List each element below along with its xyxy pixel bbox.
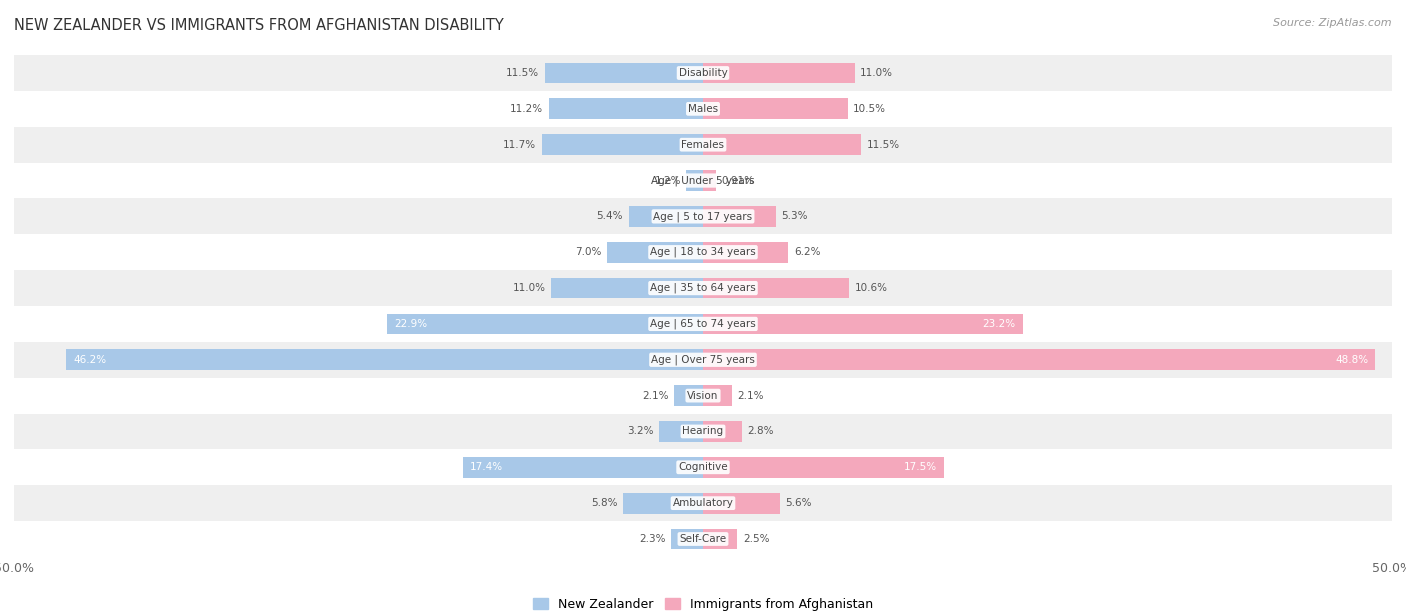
Bar: [14, 163, 1392, 198]
Text: 2.8%: 2.8%: [747, 427, 773, 436]
Text: 2.1%: 2.1%: [738, 390, 763, 401]
Bar: [703, 170, 716, 191]
Text: 23.2%: 23.2%: [983, 319, 1015, 329]
Bar: [703, 278, 849, 299]
Text: 0.91%: 0.91%: [721, 176, 754, 185]
Text: Age | 18 to 34 years: Age | 18 to 34 years: [650, 247, 756, 258]
Bar: [673, 385, 703, 406]
Text: 46.2%: 46.2%: [73, 355, 107, 365]
Bar: [703, 385, 733, 406]
Text: 48.8%: 48.8%: [1336, 355, 1368, 365]
Text: Males: Males: [688, 104, 718, 114]
Bar: [703, 421, 741, 442]
Bar: [606, 242, 703, 263]
Bar: [463, 457, 703, 478]
Text: 3.2%: 3.2%: [627, 427, 654, 436]
Bar: [623, 493, 703, 513]
Text: 6.2%: 6.2%: [794, 247, 821, 257]
Bar: [66, 349, 703, 370]
Text: Age | 65 to 74 years: Age | 65 to 74 years: [650, 319, 756, 329]
Text: Females: Females: [682, 140, 724, 150]
Bar: [388, 313, 703, 334]
Bar: [14, 414, 1392, 449]
Text: Vision: Vision: [688, 390, 718, 401]
Text: NEW ZEALANDER VS IMMIGRANTS FROM AFGHANISTAN DISABILITY: NEW ZEALANDER VS IMMIGRANTS FROM AFGHANI…: [14, 18, 503, 34]
Text: 10.5%: 10.5%: [853, 104, 886, 114]
Text: 2.5%: 2.5%: [742, 534, 769, 544]
Bar: [703, 206, 776, 227]
Bar: [551, 278, 703, 299]
Text: 10.6%: 10.6%: [855, 283, 887, 293]
Bar: [628, 206, 703, 227]
Bar: [686, 170, 703, 191]
Text: Hearing: Hearing: [682, 427, 724, 436]
Text: 11.2%: 11.2%: [510, 104, 543, 114]
Bar: [703, 313, 1022, 334]
Text: 7.0%: 7.0%: [575, 247, 600, 257]
Bar: [703, 529, 738, 550]
Text: Age | Over 75 years: Age | Over 75 years: [651, 354, 755, 365]
Bar: [14, 55, 1392, 91]
Text: 2.1%: 2.1%: [643, 390, 669, 401]
Bar: [703, 493, 780, 513]
Bar: [14, 234, 1392, 270]
Text: 11.5%: 11.5%: [868, 140, 900, 150]
Text: 5.4%: 5.4%: [596, 211, 623, 222]
Bar: [671, 529, 703, 550]
Text: 17.5%: 17.5%: [904, 462, 938, 472]
Bar: [548, 99, 703, 119]
Bar: [14, 91, 1392, 127]
Text: 11.5%: 11.5%: [506, 68, 538, 78]
Bar: [14, 270, 1392, 306]
Text: Age | Under 5 years: Age | Under 5 years: [651, 175, 755, 186]
Bar: [703, 242, 789, 263]
Bar: [14, 485, 1392, 521]
Text: Self-Care: Self-Care: [679, 534, 727, 544]
Text: Age | 35 to 64 years: Age | 35 to 64 years: [650, 283, 756, 293]
Bar: [703, 62, 855, 83]
Text: Cognitive: Cognitive: [678, 462, 728, 472]
Bar: [541, 134, 703, 155]
Text: 2.3%: 2.3%: [640, 534, 666, 544]
Bar: [14, 306, 1392, 342]
Text: 5.6%: 5.6%: [786, 498, 813, 508]
Bar: [703, 99, 848, 119]
Bar: [544, 62, 703, 83]
Bar: [14, 521, 1392, 557]
Text: 11.0%: 11.0%: [513, 283, 546, 293]
Bar: [14, 127, 1392, 163]
Text: 11.0%: 11.0%: [860, 68, 893, 78]
Bar: [703, 134, 862, 155]
Text: Source: ZipAtlas.com: Source: ZipAtlas.com: [1274, 18, 1392, 28]
Bar: [14, 378, 1392, 414]
Bar: [14, 198, 1392, 234]
Text: 5.8%: 5.8%: [591, 498, 617, 508]
Bar: [14, 342, 1392, 378]
Text: 11.7%: 11.7%: [503, 140, 536, 150]
Bar: [14, 449, 1392, 485]
Legend: New Zealander, Immigrants from Afghanistan: New Zealander, Immigrants from Afghanist…: [527, 593, 879, 612]
Text: 22.9%: 22.9%: [394, 319, 427, 329]
Text: 1.2%: 1.2%: [654, 176, 681, 185]
Bar: [659, 421, 703, 442]
Text: Age | 5 to 17 years: Age | 5 to 17 years: [654, 211, 752, 222]
Bar: [703, 457, 945, 478]
Text: 17.4%: 17.4%: [470, 462, 503, 472]
Text: Ambulatory: Ambulatory: [672, 498, 734, 508]
Text: Disability: Disability: [679, 68, 727, 78]
Bar: [703, 349, 1375, 370]
Text: 5.3%: 5.3%: [782, 211, 808, 222]
